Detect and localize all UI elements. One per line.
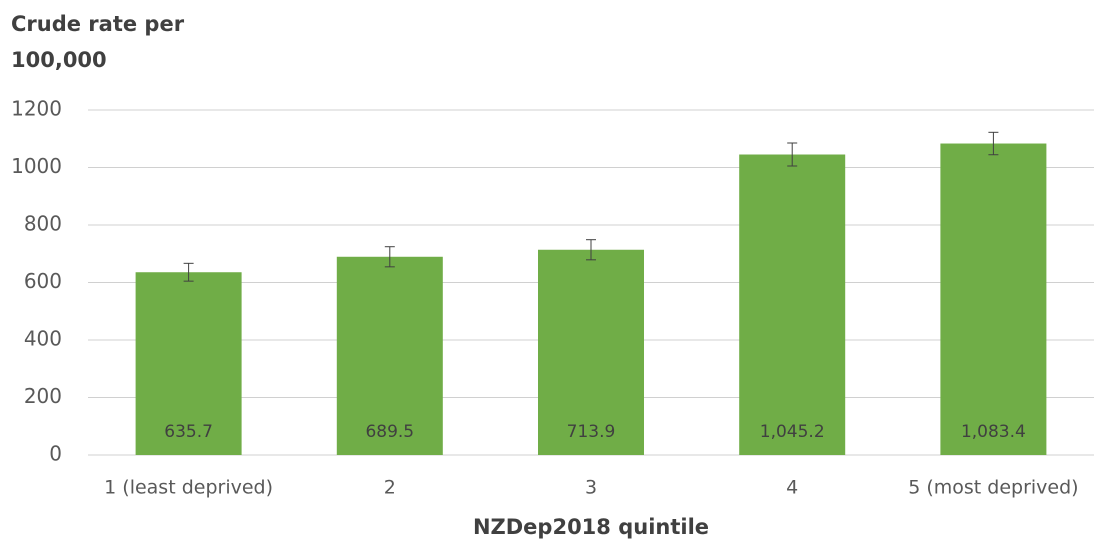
bar (135, 272, 242, 455)
x-tick-label: 3 (585, 477, 597, 499)
error-bar (586, 239, 596, 261)
y-tick-label: 1200 (11, 97, 62, 121)
x-tick-label: 4 (786, 477, 798, 499)
data-label: 1,045.2 (760, 422, 825, 442)
y-tick-label: 600 (24, 269, 62, 293)
y-tick-label: 400 (24, 327, 62, 351)
y-axis-title: Crude rate per 100,000 (11, 12, 185, 72)
y-tick-label: 800 (24, 212, 62, 236)
bar (739, 154, 846, 455)
error-bar (384, 246, 395, 268)
data-label: 1,083.4 (961, 422, 1026, 442)
y-tick-label: 0 (49, 442, 62, 466)
x-axis-title: NZDep2018 quintile (473, 515, 709, 539)
bar (538, 249, 644, 455)
bar (336, 256, 443, 455)
error-bar (787, 142, 798, 167)
data-label: 713.9 (567, 422, 616, 442)
x-tick-label: 5 (most deprived) (908, 477, 1078, 499)
data-label: 689.5 (365, 422, 414, 442)
error-bar (183, 262, 194, 282)
x-tick-label: 1 (least deprived) (104, 477, 273, 499)
data-label: 635.7 (164, 422, 213, 442)
x-tick-label: 2 (384, 477, 396, 499)
error-bar (988, 131, 999, 156)
bar (940, 143, 1047, 455)
y-tick-label: 1000 (11, 154, 62, 178)
y-tick-label: 200 (24, 384, 62, 408)
